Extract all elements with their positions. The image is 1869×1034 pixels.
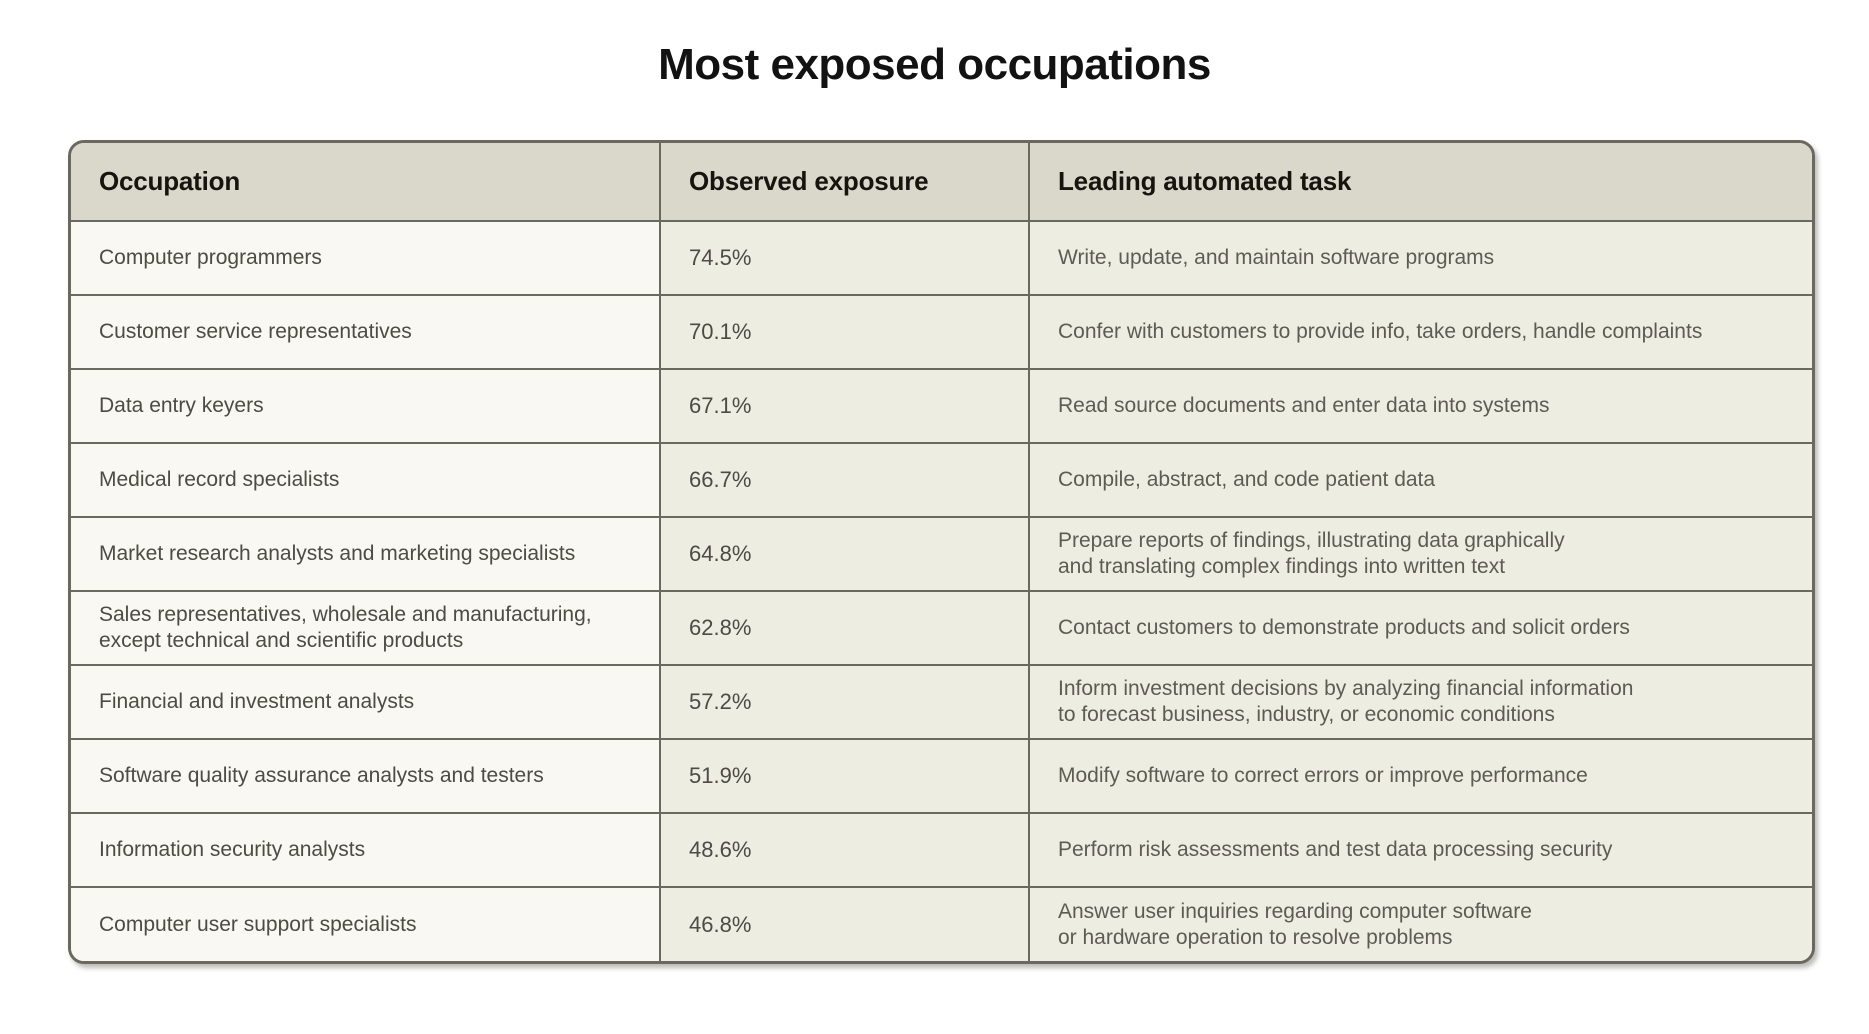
occupation-cell: Medical record specialists (71, 442, 661, 518)
task-cell: Compile, abstract, and code patient data (1028, 442, 1812, 518)
occupation-cell: Computer user support specialists (71, 886, 661, 961)
table-row: Information security analysts 48.6% Perf… (71, 812, 1812, 888)
header-row: Occupation Observed exposure Leading aut… (71, 143, 1812, 222)
page-title: Most exposed occupations (658, 40, 1211, 89)
occupation-cell: Sales representatives, wholesale and man… (71, 590, 661, 666)
table-row: Medical record specialists 66.7% Compile… (71, 442, 1812, 518)
task-cell: Read source documents and enter data int… (1028, 368, 1812, 444)
occupation-cell: Customer service representatives (71, 294, 661, 370)
task-cell: Confer with customers to provide info, t… (1028, 294, 1812, 370)
table-row: Customer service representatives 70.1% C… (71, 294, 1812, 370)
table-row: Computer programmers 74.5% Write, update… (71, 220, 1812, 296)
table-row: Software quality assurance analysts and … (71, 738, 1812, 814)
occupation-cell: Software quality assurance analysts and … (71, 738, 661, 814)
page: Most exposed occupations Occupation Obse… (68, 40, 1815, 964)
exposure-cell: 67.1% (659, 368, 1030, 444)
exposure-cell: 70.1% (659, 294, 1030, 370)
column-header-occupation: Occupation (71, 143, 661, 222)
task-cell: Modify software to correct errors or imp… (1028, 738, 1812, 814)
occupation-cell: Financial and investment analysts (71, 664, 661, 740)
column-header-leading-automated-task: Leading automated task (1028, 143, 1812, 222)
task-cell: Contact customers to demonstrate product… (1028, 590, 1812, 666)
exposure-table-card: Occupation Observed exposure Leading aut… (68, 140, 1815, 964)
exposure-cell: 46.8% (659, 886, 1030, 961)
exposure-cell: 48.6% (659, 812, 1030, 888)
task-cell: Inform investment decisions by analyzing… (1028, 664, 1812, 740)
exposure-cell: 62.8% (659, 590, 1030, 666)
exposure-cell: 66.7% (659, 442, 1030, 518)
occupation-cell: Market research analysts and marketing s… (71, 516, 661, 592)
task-cell: Answer user inquiries regarding computer… (1028, 886, 1812, 961)
table-row: Computer user support specialists 46.8% … (71, 886, 1812, 961)
exposure-cell: 57.2% (659, 664, 1030, 740)
exposure-cell: 64.8% (659, 516, 1030, 592)
table-row: Financial and investment analysts 57.2% … (71, 664, 1812, 740)
table-row: Market research analysts and marketing s… (71, 516, 1812, 592)
occupation-cell: Information security analysts (71, 812, 661, 888)
table-row: Sales representatives, wholesale and man… (71, 590, 1812, 666)
table-row: Data entry keyers 67.1% Read source docu… (71, 368, 1812, 444)
exposure-cell: 74.5% (659, 220, 1030, 296)
exposure-table: Occupation Observed exposure Leading aut… (71, 143, 1812, 961)
occupation-cell: Data entry keyers (71, 368, 661, 444)
column-header-observed-exposure: Observed exposure (659, 143, 1030, 222)
task-cell: Perform risk assessments and test data p… (1028, 812, 1812, 888)
exposure-cell: 51.9% (659, 738, 1030, 814)
occupation-cell: Computer programmers (71, 220, 661, 296)
task-cell: Write, update, and maintain software pro… (1028, 220, 1812, 296)
task-cell: Prepare reports of findings, illustratin… (1028, 516, 1812, 592)
